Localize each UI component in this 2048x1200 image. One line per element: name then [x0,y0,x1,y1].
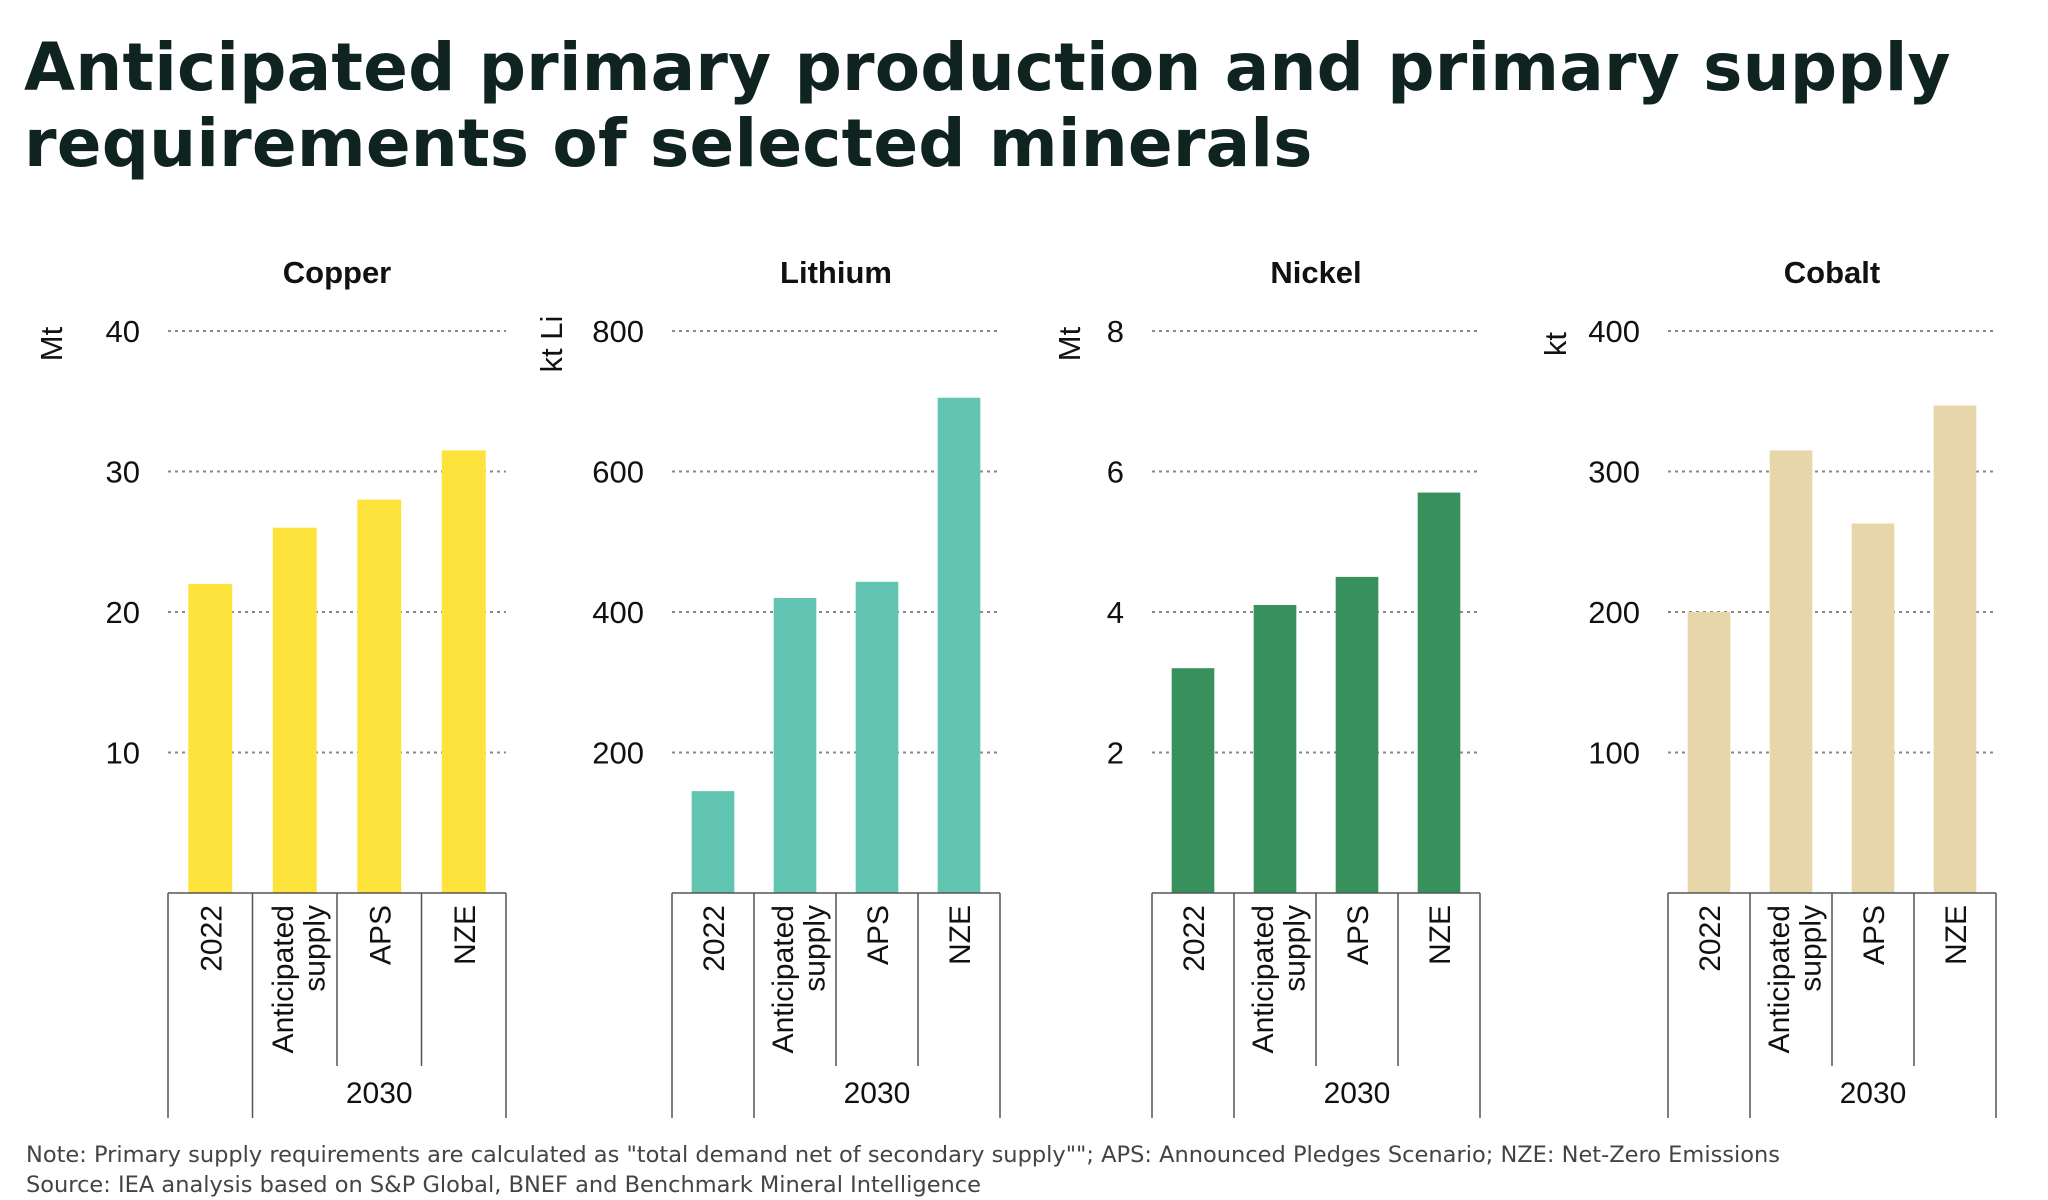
nickel-group-label: 2030 [1324,1077,1391,1110]
footer: Note: Primary supply requirements are ca… [26,1140,1780,1200]
copper-panel-title: Copper [283,255,392,290]
footnote: Note: Primary supply requirements are ca… [26,1142,1781,1168]
lithium-y-tick-label: 200 [592,736,644,771]
page-title: Anticipated primary production and prima… [24,29,1951,182]
cobalt-bar-1 [1687,612,1731,893]
lithium-y-tick-label: 600 [592,455,644,490]
nickel-category-label-3: APS [1342,905,1375,965]
cobalt-y-tick-label: 400 [1588,314,1640,349]
copper-y-tick-label: 10 [106,736,140,771]
nickel-category-label-4: NZE [1424,905,1457,965]
copper-group-label: 2030 [346,1077,413,1110]
nickel-category-label-2: Anticipatedsupply [1247,905,1312,1053]
lithium-bar-1 [691,791,735,893]
cobalt-category-label-2: Anticipatedsupply [1763,905,1828,1053]
lithium-y-tick-label: 800 [592,314,644,349]
nickel-category-label-1: 2022 [1178,905,1211,972]
lithium-category-label-4: NZE [944,905,977,965]
copper-bar-3 [357,499,402,893]
nickel-bar-3 [1335,576,1379,893]
copper-category-label-2: Anticipatedsupply [267,905,332,1053]
copper-category-label-4: NZE [449,905,482,965]
copper-bar-4 [441,450,486,893]
nickel-bar-4 [1417,492,1461,893]
nickel-panel-title: Nickel [1270,255,1361,290]
copper-y-tick-label: 40 [106,314,140,349]
source-note: Source: IEA analysis based on S&P Global… [26,1172,982,1198]
lithium-bar-4 [937,397,981,893]
copper-bar-1 [188,583,233,893]
lithium-category-label-3: APS [862,905,895,965]
nickel-y-tick-label: 8 [1107,314,1124,349]
copper-axis-unit: Mt [34,326,69,361]
nickel-y-tick-label: 4 [1107,595,1124,630]
copper-y-tick-label: 20 [106,595,140,630]
cobalt-bar-2 [1769,450,1813,893]
nickel-bar-2 [1253,604,1297,893]
lithium-y-tick-label: 400 [592,595,644,630]
lithium-category-label-1: 2022 [698,905,731,972]
lithium-axis-unit: kt Li [534,316,569,373]
copper-y-tick-label: 30 [106,455,140,490]
cobalt-category-label-1: 2022 [1694,905,1727,972]
cobalt-y-tick-label: 300 [1588,455,1640,490]
cobalt-category-label-3: APS [1858,905,1891,965]
nickel-y-tick-label: 2 [1107,736,1124,771]
copper-category-label-1: 2022 [195,905,228,972]
lithium-group-label: 2030 [844,1077,911,1110]
copper-bar-2 [272,527,317,893]
nickel-axis-unit: Mt [1052,326,1087,361]
lithium-bar-2 [773,597,817,893]
cobalt-bar-4 [1933,405,1977,893]
lithium-category-label-2: Anticipatedsupply [767,905,832,1053]
copper-category-label-3: APS [364,905,397,965]
cobalt-bar-3 [1851,523,1895,893]
lithium-bar-3 [855,581,899,893]
lithium-panel-title: Lithium [780,255,892,290]
nickel-y-tick-label: 6 [1107,455,1124,490]
nickel-bar-1 [1171,668,1215,893]
cobalt-category-label-4: NZE [1940,905,1973,965]
cobalt-y-tick-label: 200 [1588,595,1640,630]
cobalt-y-tick-label: 100 [1588,736,1640,771]
cobalt-panel-title: Cobalt [1784,255,1880,290]
cobalt-group-label: 2030 [1840,1077,1907,1110]
cobalt-axis-unit: kt [1538,332,1573,357]
